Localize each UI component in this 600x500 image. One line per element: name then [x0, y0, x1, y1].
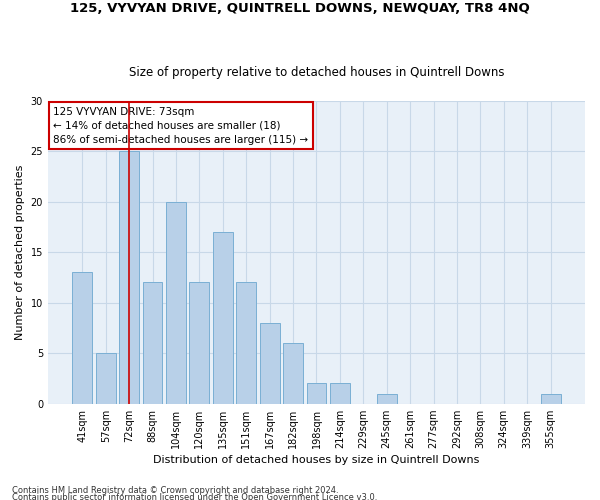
Text: Contains HM Land Registry data © Crown copyright and database right 2024.: Contains HM Land Registry data © Crown c…: [12, 486, 338, 495]
Bar: [96, 353, 116, 404]
Bar: [330, 384, 350, 404]
Title: Size of property relative to detached houses in Quintrell Downs: Size of property relative to detached ho…: [129, 66, 504, 78]
Bar: [377, 394, 397, 404]
Bar: [119, 151, 139, 404]
Text: 125, VYVYAN DRIVE, QUINTRELL DOWNS, NEWQUAY, TR8 4NQ: 125, VYVYAN DRIVE, QUINTRELL DOWNS, NEWQ…: [70, 2, 530, 16]
Bar: [307, 384, 326, 404]
Bar: [236, 282, 256, 404]
X-axis label: Distribution of detached houses by size in Quintrell Downs: Distribution of detached houses by size …: [153, 455, 479, 465]
Bar: [283, 343, 303, 404]
Text: 125 VYVYAN DRIVE: 73sqm
← 14% of detached houses are smaller (18)
86% of semi-de: 125 VYVYAN DRIVE: 73sqm ← 14% of detache…: [53, 106, 308, 144]
Bar: [541, 394, 560, 404]
Bar: [73, 272, 92, 404]
Y-axis label: Number of detached properties: Number of detached properties: [15, 164, 25, 340]
Bar: [143, 282, 163, 404]
Bar: [190, 282, 209, 404]
Bar: [166, 202, 186, 404]
Bar: [213, 232, 233, 404]
Bar: [260, 323, 280, 404]
Text: Contains public sector information licensed under the Open Government Licence v3: Contains public sector information licen…: [12, 494, 377, 500]
